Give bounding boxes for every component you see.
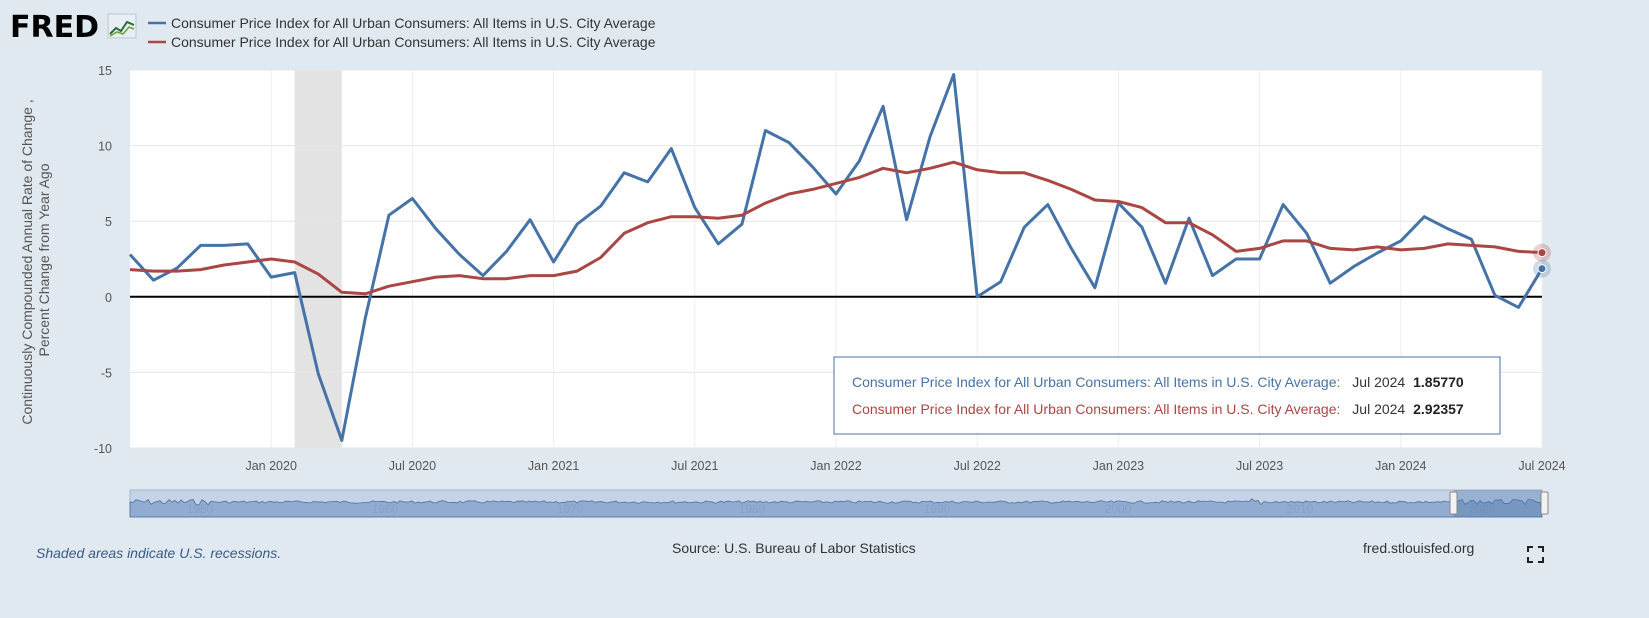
- site-link[interactable]: fred.stlouisfed.org: [1363, 540, 1474, 556]
- navigator-left-handle[interactable]: [1449, 491, 1458, 515]
- x-tick-label: Jul 2020: [389, 459, 436, 473]
- x-axis-ticks: Jan 2020 Jul 2020 Jan 2021 Jul 2021 Jan 2022…: [245, 459, 1565, 473]
- legend-label-red[interactable]: Consumer Price Index for All Urban Consu…: [171, 34, 656, 50]
- source-text: Source: U.S. Bureau of Labor Statistics: [672, 540, 916, 556]
- y-tick-label: -5: [101, 366, 112, 380]
- x-tick-label: Jul 2021: [671, 459, 718, 473]
- x-tick-label: Jul 2022: [954, 459, 1001, 473]
- x-tick-label: Jan 2023: [1093, 459, 1144, 473]
- tooltip-value-blue: 1.85770: [1413, 374, 1464, 390]
- tooltip-date-blue: Jul 2024: [1352, 374, 1405, 390]
- series-lines: [128, 73, 1551, 442]
- y-tick-label: -10: [94, 442, 112, 456]
- legend: Consumer Price Index for All Urban Consu…: [148, 15, 656, 50]
- legend-label-blue[interactable]: Consumer Price Index for All Urban Consu…: [171, 15, 656, 31]
- x-tick-label: Jan 2021: [528, 459, 579, 473]
- navigator-selection[interactable]: [1454, 490, 1542, 517]
- x-tick-label: Jan 2022: [810, 459, 861, 473]
- tooltip-label-red: Consumer Price Index for All Urban Consu…: [852, 401, 1340, 417]
- y-tick-label: 10: [98, 140, 112, 154]
- y-tick-label: 0: [105, 291, 112, 305]
- tooltip: Consumer Price Index for All Urban Consu…: [833, 356, 1501, 435]
- navigator-right-handle[interactable]: [1540, 491, 1549, 515]
- recession-band: [294, 70, 342, 448]
- recession-note: Shaded areas indicate U.S. recessions.: [36, 545, 281, 561]
- y-tick-label: 5: [105, 215, 112, 229]
- y-axis-ticks: 15 10 5 0 -5 -10: [94, 64, 112, 456]
- tooltip-row-blue: Consumer Price Index for All Urban Consu…: [852, 374, 1464, 390]
- y-axis-label-line-2: Percent Change from Year Ago: [36, 163, 52, 356]
- fred-logo[interactable]: FRED: [10, 10, 137, 45]
- hover-marker: [1537, 248, 1547, 258]
- tooltip-row-red: Consumer Price Index for All Urban Consu…: [852, 401, 1464, 417]
- tooltip-value-red: 2.92357: [1413, 401, 1464, 417]
- x-tick-label: Jul 2023: [1236, 459, 1283, 473]
- series-line-blue[interactable]: [128, 73, 1544, 442]
- series-line-red[interactable]: [129, 160, 1543, 296]
- navigator-series: [129, 498, 1543, 518]
- hover-marker: [1537, 264, 1547, 274]
- line-chart-icon: [107, 13, 137, 39]
- fullscreen-icon[interactable]: [1527, 546, 1544, 563]
- x-tick-label: Jul 2024: [1518, 459, 1565, 473]
- range-navigator[interactable]: 19501960197019801990200020102020: [129, 489, 1549, 518]
- x-tick-label: Jan 2020: [245, 459, 296, 473]
- x-tick-label: Jan 2024: [1375, 459, 1426, 473]
- y-axis-label: Continuously Compounded Annual Rate of C…: [19, 95, 52, 424]
- recession-shading: [294, 70, 342, 448]
- tooltip-label-blue: Consumer Price Index for All Urban Consu…: [852, 374, 1340, 390]
- fred-logo-text: FRED: [10, 10, 99, 45]
- y-tick-label: 15: [98, 64, 112, 78]
- y-axis-label-line-1: Continuously Compounded Annual Rate of C…: [19, 99, 35, 424]
- tooltip-date-red: Jul 2024: [1352, 401, 1405, 417]
